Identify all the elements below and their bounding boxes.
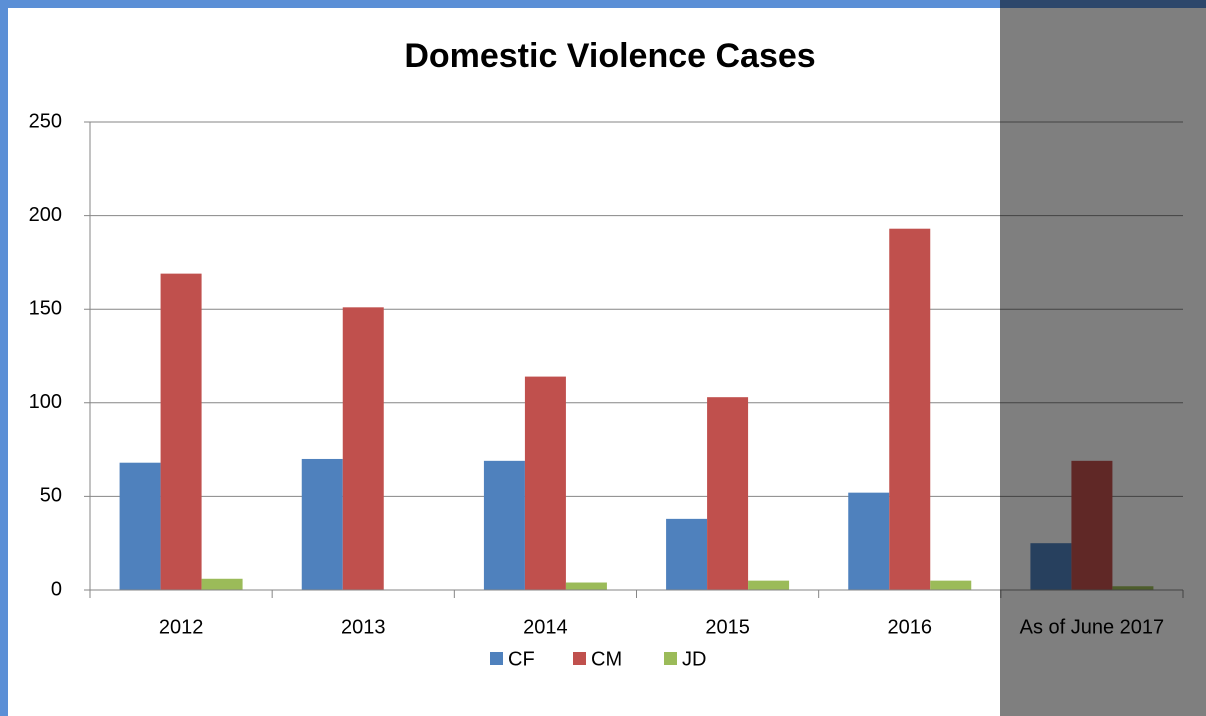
x-tick-label: 2013 [341,616,386,638]
x-tick-label: 2014 [523,616,568,638]
x-tick-label: 2015 [705,616,750,638]
highlight-overlay [1000,0,1206,716]
bar [301,458,343,590]
y-tick-label: 250 [29,110,62,132]
legend-swatch [664,652,677,665]
legend-label: JD [682,648,706,670]
x-tick-label: 2012 [159,616,204,638]
y-tick-label: 100 [29,391,62,413]
bar [666,518,708,590]
bar [160,273,202,590]
legend-label: CM [591,648,622,670]
legend-swatch [490,652,503,665]
bar [889,228,931,591]
legend-label: CF [508,648,535,670]
x-tick-label: 2016 [888,616,933,638]
bar [201,578,243,590]
chart-title: Domestic Violence Cases [404,37,815,75]
bar [119,462,161,590]
legend-swatch [573,652,586,665]
bar [748,580,790,590]
y-tick-label: 150 [29,297,62,319]
bar [848,492,890,590]
y-tick-label: 0 [51,578,62,600]
bar [565,582,607,590]
bar [483,460,525,590]
bar [707,397,749,590]
bar [524,376,566,590]
y-tick-label: 200 [29,204,62,226]
bar [342,307,384,590]
bar [930,580,972,590]
y-tick-label: 50 [40,485,62,507]
